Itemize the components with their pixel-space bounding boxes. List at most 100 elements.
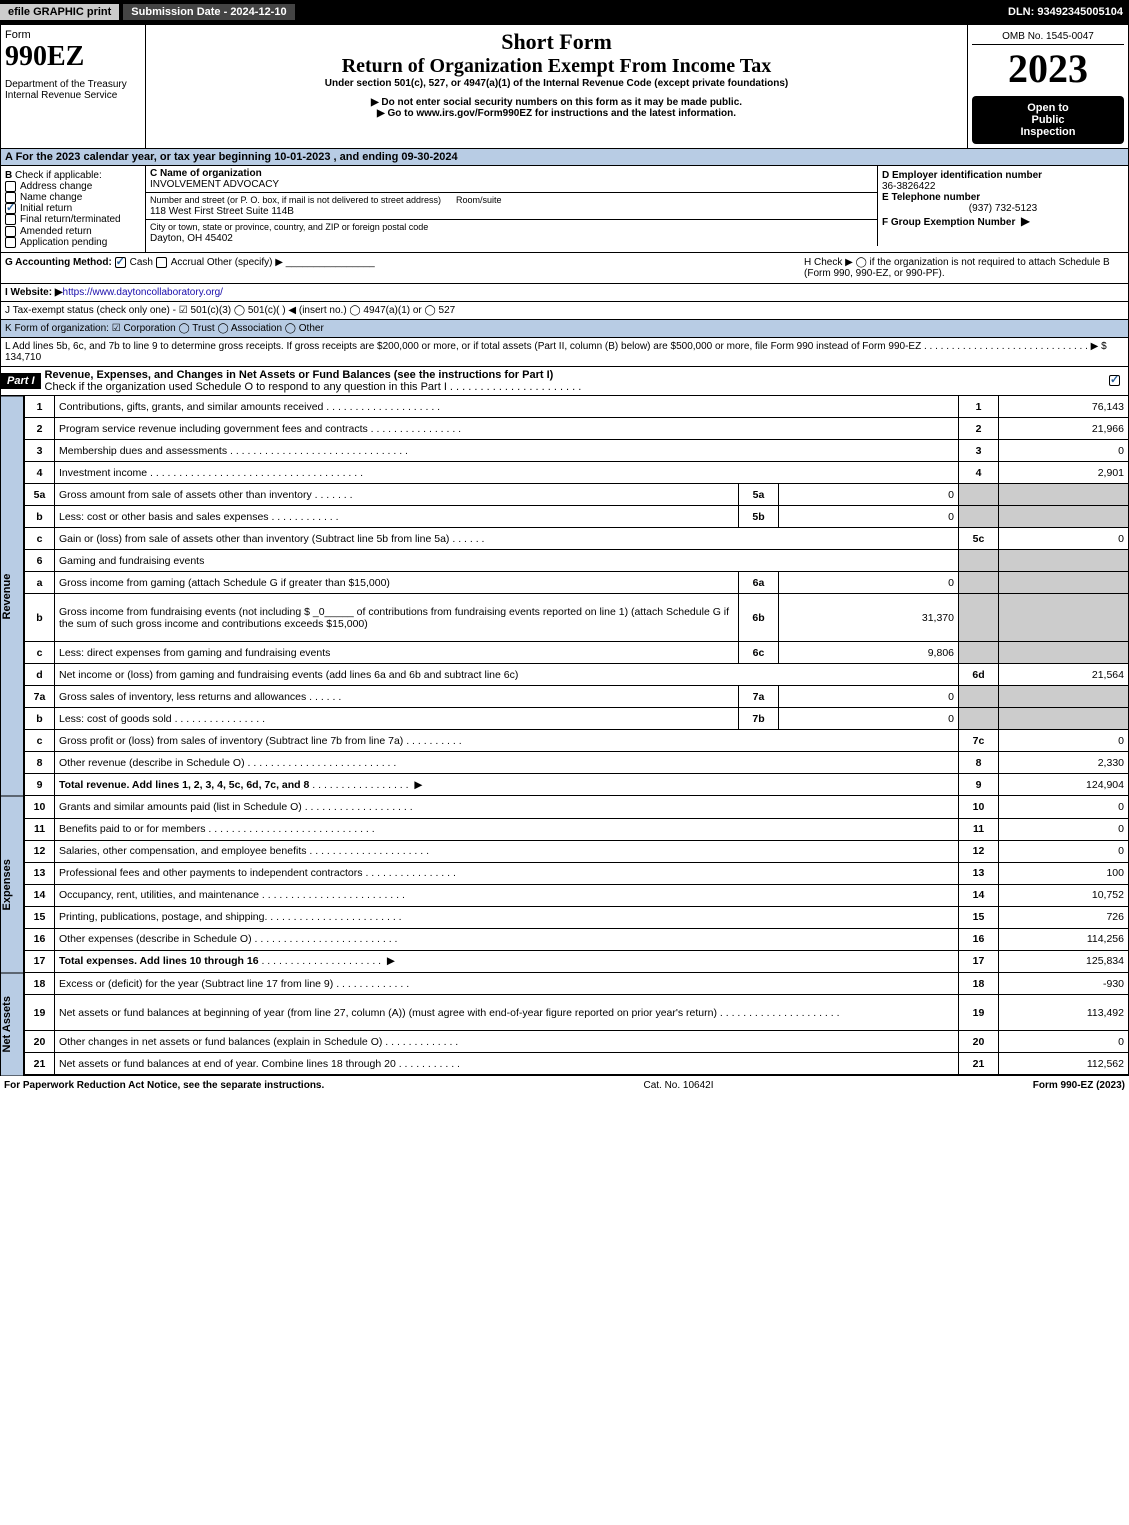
row-k: K Form of organization: ☑ Corporation ◯ … <box>0 320 1129 338</box>
netassets-label: Net Assets <box>0 973 24 1076</box>
footer: For Paperwork Reduction Act Notice, see … <box>0 1075 1129 1095</box>
expenses-table: 10Grants and similar amounts paid (list … <box>24 796 1129 973</box>
donot-text: ▶ Do not enter social security numbers o… <box>150 97 963 108</box>
row-g-h: G Accounting Method: Cash Accrual Other … <box>0 253 1129 284</box>
efile-button[interactable]: efile GRAPHIC print <box>0 4 119 20</box>
cash-checkbox[interactable] <box>115 257 126 268</box>
group-label: F Group Exemption Number <box>882 217 1015 228</box>
table-row: 2Program service revenue including gover… <box>25 418 1129 440</box>
app-pending-checkbox[interactable] <box>5 237 16 248</box>
accrual-checkbox[interactable] <box>156 257 167 268</box>
part-i-header: Part I Revenue, Expenses, and Changes in… <box>0 367 1129 396</box>
revenue-section: Revenue 1Contributions, gifts, grants, a… <box>0 396 1129 797</box>
dln-text: DLN: 93492345005104 <box>1008 6 1129 18</box>
table-row: dNet income or (loss) from gaming and fu… <box>25 664 1129 686</box>
table-row: cGain or (loss) from sale of assets othe… <box>25 528 1129 550</box>
dept-treasury: Department of the Treasury <box>5 79 141 90</box>
street-address: 118 West First Street Suite 114B <box>150 206 294 217</box>
table-row: 6Gaming and fundraising events <box>25 550 1129 572</box>
org-name: INVOLVEMENT ADVOCACY <box>150 179 279 190</box>
footer-mid: Cat. No. 10642I <box>324 1080 1032 1091</box>
h-check: H Check ▶ ◯ if the organization is not r… <box>804 257 1124 279</box>
pending-label: Application pending <box>20 237 107 248</box>
row-j: J Tax-exempt status (check only one) - ☑… <box>0 302 1129 320</box>
expenses-section: Expenses 10Grants and similar amounts pa… <box>0 796 1129 973</box>
table-row: 5aGross amount from sale of assets other… <box>25 484 1129 506</box>
col-d: D Employer identification number 36-3826… <box>878 166 1128 246</box>
netassets-section: Net Assets 18Excess or (deficit) for the… <box>0 973 1129 1076</box>
table-row: 4Investment income . . . . . . . . . . .… <box>25 462 1129 484</box>
table-row: 7aGross sales of inventory, less returns… <box>25 686 1129 708</box>
table-row: 18Excess or (deficit) for the year (Subt… <box>25 973 1129 995</box>
table-row: bLess: cost or other basis and sales exp… <box>25 506 1129 528</box>
goto-link[interactable]: ▶ Go to www.irs.gov/Form990EZ for instru… <box>150 108 963 119</box>
omb-number: OMB No. 1545-0047 <box>972 29 1124 45</box>
col-b: B Check if applicable: Address change Na… <box>1 166 146 252</box>
tel-label: E Telephone number <box>882 192 980 203</box>
table-row: 16Other expenses (describe in Schedule O… <box>25 928 1129 950</box>
table-row: 12Salaries, other compensation, and empl… <box>25 840 1129 862</box>
table-row: 3Membership dues and assessments . . . .… <box>25 440 1129 462</box>
section-a: A For the 2023 calendar year, or tax yea… <box>0 149 1129 166</box>
street-row: Number and street (or P. O. box, if mail… <box>146 193 877 220</box>
initial-return-label: Initial return <box>20 203 72 214</box>
part-i-label: Part I <box>1 373 41 389</box>
table-row: 13Professional fees and other payments t… <box>25 862 1129 884</box>
name-change-label: Name change <box>20 192 82 203</box>
col-cd: C Name of organization INVOLVEMENT ADVOC… <box>146 166 1128 252</box>
amended-label: Amended return <box>20 226 92 237</box>
initial-return-checkbox[interactable] <box>5 203 16 214</box>
city-row: City or town, state or province, country… <box>146 220 877 246</box>
table-row: bLess: cost of goods sold . . . . . . . … <box>25 708 1129 730</box>
footer-right: Form 990-EZ (2023) <box>1033 1080 1125 1091</box>
org-name-row: C Name of organization INVOLVEMENT ADVOC… <box>146 166 877 193</box>
table-row: 19Net assets or fund balances at beginni… <box>25 995 1129 1031</box>
final-return-label: Final return/terminated <box>20 215 121 226</box>
header-right: OMB No. 1545-0047 2023 Open to Public In… <box>968 25 1128 148</box>
table-row: 1Contributions, gifts, grants, and simil… <box>25 396 1129 418</box>
row-i: I Website: ▶https://www.daytoncollaborat… <box>0 284 1129 302</box>
tel-value: (937) 732-5123 <box>882 203 1124 214</box>
schedule-o-checkbox[interactable] <box>1109 375 1120 386</box>
return-title: Return of Organization Exempt From Incom… <box>150 55 963 78</box>
table-row: 8Other revenue (describe in Schedule O) … <box>25 752 1129 774</box>
ein-label: D Employer identification number <box>882 170 1042 181</box>
final-return-checkbox[interactable] <box>5 214 16 225</box>
section-b-to-f: B Check if applicable: Address change Na… <box>0 166 1129 253</box>
under-section: Under section 501(c), 527, or 4947(a)(1)… <box>150 78 963 89</box>
table-row: cGross profit or (loss) from sales of in… <box>25 730 1129 752</box>
table-row: cLess: direct expenses from gaming and f… <box>25 642 1129 664</box>
table-row: 11Benefits paid to or for members . . . … <box>25 818 1129 840</box>
expenses-label: Expenses <box>0 796 24 973</box>
header-center: Short Form Return of Organization Exempt… <box>146 25 968 148</box>
table-row: 21Net assets or fund balances at end of … <box>25 1053 1129 1075</box>
revenue-table: 1Contributions, gifts, grants, and simil… <box>24 396 1129 797</box>
row-l: L Add lines 5b, 6c, and 7b to line 9 to … <box>0 338 1129 367</box>
part-i-title: Revenue, Expenses, and Changes in Net As… <box>41 367 1109 395</box>
city-state-zip: Dayton, OH 45402 <box>150 233 233 244</box>
table-row: bGross income from fundraising events (n… <box>25 594 1129 642</box>
form-header: Form 990EZ Department of the Treasury In… <box>0 24 1129 149</box>
table-row: 17Total expenses. Add lines 10 through 1… <box>25 950 1129 972</box>
topbar: efile GRAPHIC print Submission Date - 20… <box>0 0 1129 24</box>
submission-button[interactable]: Submission Date - 2024-12-10 <box>123 4 294 20</box>
col-c: C Name of organization INVOLVEMENT ADVOC… <box>146 166 878 246</box>
addr-change-label: Address change <box>20 181 92 192</box>
tax-year: 2023 <box>972 45 1124 92</box>
table-row: aGross income from gaming (attach Schedu… <box>25 572 1129 594</box>
form-number: 990EZ <box>5 41 141 73</box>
table-row: 15Printing, publications, postage, and s… <box>25 906 1129 928</box>
open-inspection: Open to Public Inspection <box>972 96 1124 144</box>
ein-value: 36-3826422 <box>882 181 935 192</box>
g-accounting: G Accounting Method: Cash Accrual Other … <box>5 257 784 279</box>
amended-return-checkbox[interactable] <box>5 226 16 237</box>
table-row: 9Total revenue. Add lines 1, 2, 3, 4, 5c… <box>25 774 1129 796</box>
revenue-label: Revenue <box>0 396 24 797</box>
form-word: Form <box>5 29 141 41</box>
header-left: Form 990EZ Department of the Treasury In… <box>1 25 146 148</box>
website-link[interactable]: https://www.daytoncollaboratory.org/ <box>63 287 223 298</box>
addr-change-checkbox[interactable] <box>5 181 16 192</box>
table-row: 14Occupancy, rent, utilities, and mainte… <box>25 884 1129 906</box>
short-form-title: Short Form <box>150 29 963 55</box>
table-row: 20Other changes in net assets or fund ba… <box>25 1031 1129 1053</box>
